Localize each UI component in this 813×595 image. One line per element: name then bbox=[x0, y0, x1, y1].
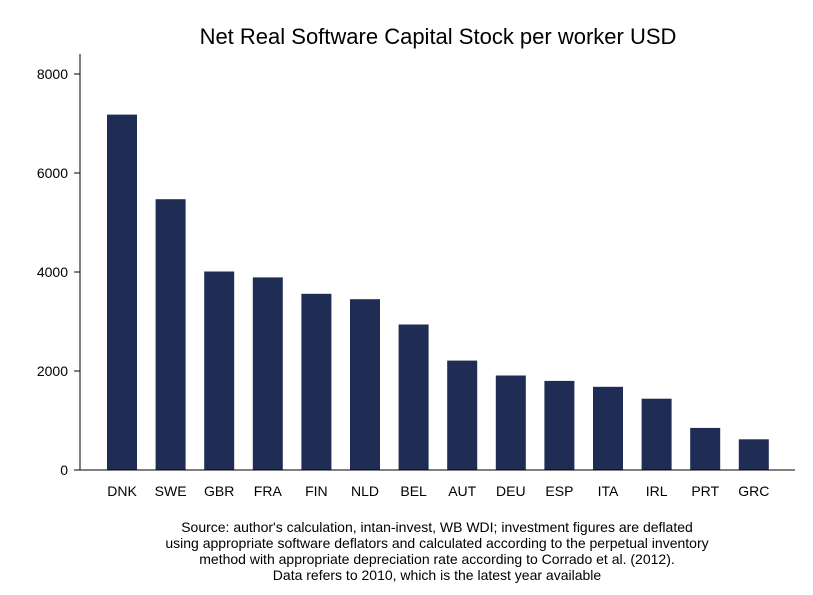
x-tick-label: FIN bbox=[305, 483, 328, 499]
y-tick-label: 0 bbox=[60, 462, 68, 478]
x-tick-label: NLD bbox=[351, 483, 379, 499]
bar-ita bbox=[593, 386, 623, 470]
source-note: Source: author's calculation, intan-inve… bbox=[100, 519, 774, 583]
chart-title: Net Real Software Capital Stock per work… bbox=[200, 24, 677, 49]
x-tick-label: GRC bbox=[738, 483, 769, 499]
bar-grc bbox=[738, 439, 769, 470]
y-tick-label: 6000 bbox=[37, 165, 68, 181]
source-note-line: method with appropriate depreciation rat… bbox=[199, 551, 675, 567]
bar-fra bbox=[252, 277, 283, 470]
bar-irl bbox=[641, 398, 672, 470]
y-tick-label: 4000 bbox=[37, 264, 68, 280]
bar-prt bbox=[690, 427, 721, 470]
bar-aut bbox=[447, 360, 478, 470]
x-tick-label: AUT bbox=[448, 483, 476, 499]
x-tick-label: PRT bbox=[691, 483, 719, 499]
x-tick-label: GBR bbox=[204, 483, 234, 499]
bar-dnk bbox=[107, 114, 137, 470]
bar-fin bbox=[301, 293, 332, 470]
x-tick-label: IRL bbox=[646, 483, 668, 499]
y-tick-label: 2000 bbox=[37, 363, 68, 379]
source-note-line: Source: author's calculation, intan-inve… bbox=[181, 519, 693, 535]
source-note-line: using appropriate software deflators and… bbox=[165, 535, 709, 551]
x-tick-label: DNK bbox=[107, 483, 137, 499]
x-tick-label: ESP bbox=[545, 483, 573, 499]
y-tick-label: 8000 bbox=[37, 66, 68, 82]
bars-layer bbox=[107, 114, 769, 470]
x-tick-label: FRA bbox=[254, 483, 283, 499]
axes-layer: DNK SWE GBR FRA FIN NLD BEL AUT DEU ESP ITA IRL PRT G… bbox=[37, 54, 795, 499]
bar-bel bbox=[398, 324, 429, 470]
source-note-line: Data refers to 2010, which is the latest… bbox=[272, 567, 602, 583]
x-tick-label: ITA bbox=[598, 483, 619, 499]
bar-deu bbox=[495, 375, 526, 470]
bar-gbr bbox=[204, 271, 235, 470]
bar-esp bbox=[544, 380, 575, 470]
x-tick-label: DEU bbox=[496, 483, 526, 499]
bar-nld bbox=[350, 299, 380, 470]
bar-swe bbox=[155, 199, 186, 470]
x-tick-label: BEL bbox=[400, 483, 427, 499]
x-tick-label: SWE bbox=[155, 483, 187, 499]
